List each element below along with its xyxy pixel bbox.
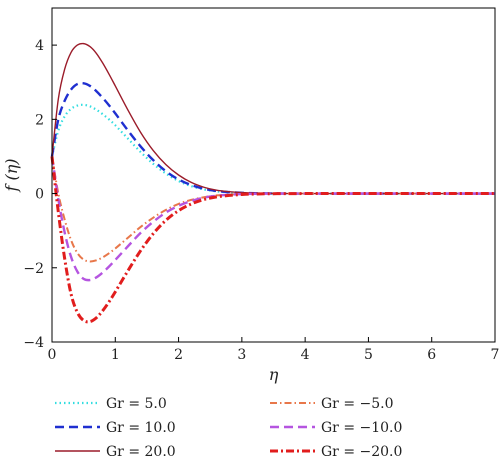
legend-label-0: Gr = 5.0 bbox=[106, 396, 167, 412]
y-tick-label: 2 bbox=[35, 112, 44, 128]
x-tick-label: 1 bbox=[111, 347, 120, 363]
x-axis-label: η bbox=[269, 365, 279, 384]
x-tick-label: 3 bbox=[237, 347, 246, 363]
series-line-4 bbox=[50, 156, 496, 282]
plot-lines bbox=[50, 42, 496, 324]
legend: Gr = 5.0 Gr = 10.0 Gr = 20.0 Gr = −5.0 Gr = … bbox=[55, 396, 402, 460]
x-axis-ticks: 0 1 2 3 4 5 6 7 bbox=[48, 337, 500, 363]
series-line-1 bbox=[50, 81, 496, 195]
y-tick-label: 4 bbox=[35, 38, 44, 54]
legend-label-5: Gr = −20.0 bbox=[321, 444, 402, 460]
legend-label-2: Gr = 20.0 bbox=[106, 444, 176, 460]
legend-label-1: Gr = 10.0 bbox=[106, 420, 176, 436]
y-tick-label: 0 bbox=[35, 187, 44, 203]
series-line-2 bbox=[51, 42, 496, 195]
x-tick-label: 5 bbox=[364, 347, 373, 363]
x-tick-label: 0 bbox=[48, 347, 57, 363]
x-tick-label: 6 bbox=[427, 347, 436, 363]
legend-label-4: Gr = −10.0 bbox=[321, 420, 402, 436]
plot-frame bbox=[51, 7, 496, 343]
series-line-5 bbox=[50, 156, 496, 324]
x-tick-label: 7 bbox=[491, 347, 500, 363]
x-tick-label: 4 bbox=[301, 347, 310, 363]
y-axis-ticks: −4 −2 0 2 4 bbox=[23, 38, 57, 351]
y-tick-label: −2 bbox=[23, 261, 44, 277]
legend-label-3: Gr = −5.0 bbox=[321, 396, 394, 412]
y-tick-label: −4 bbox=[23, 335, 44, 351]
series-line-0 bbox=[50, 103, 496, 195]
x-tick-label: 2 bbox=[174, 347, 183, 363]
series-line-3 bbox=[51, 156, 496, 263]
y-axis-label: f (η) bbox=[2, 158, 21, 192]
